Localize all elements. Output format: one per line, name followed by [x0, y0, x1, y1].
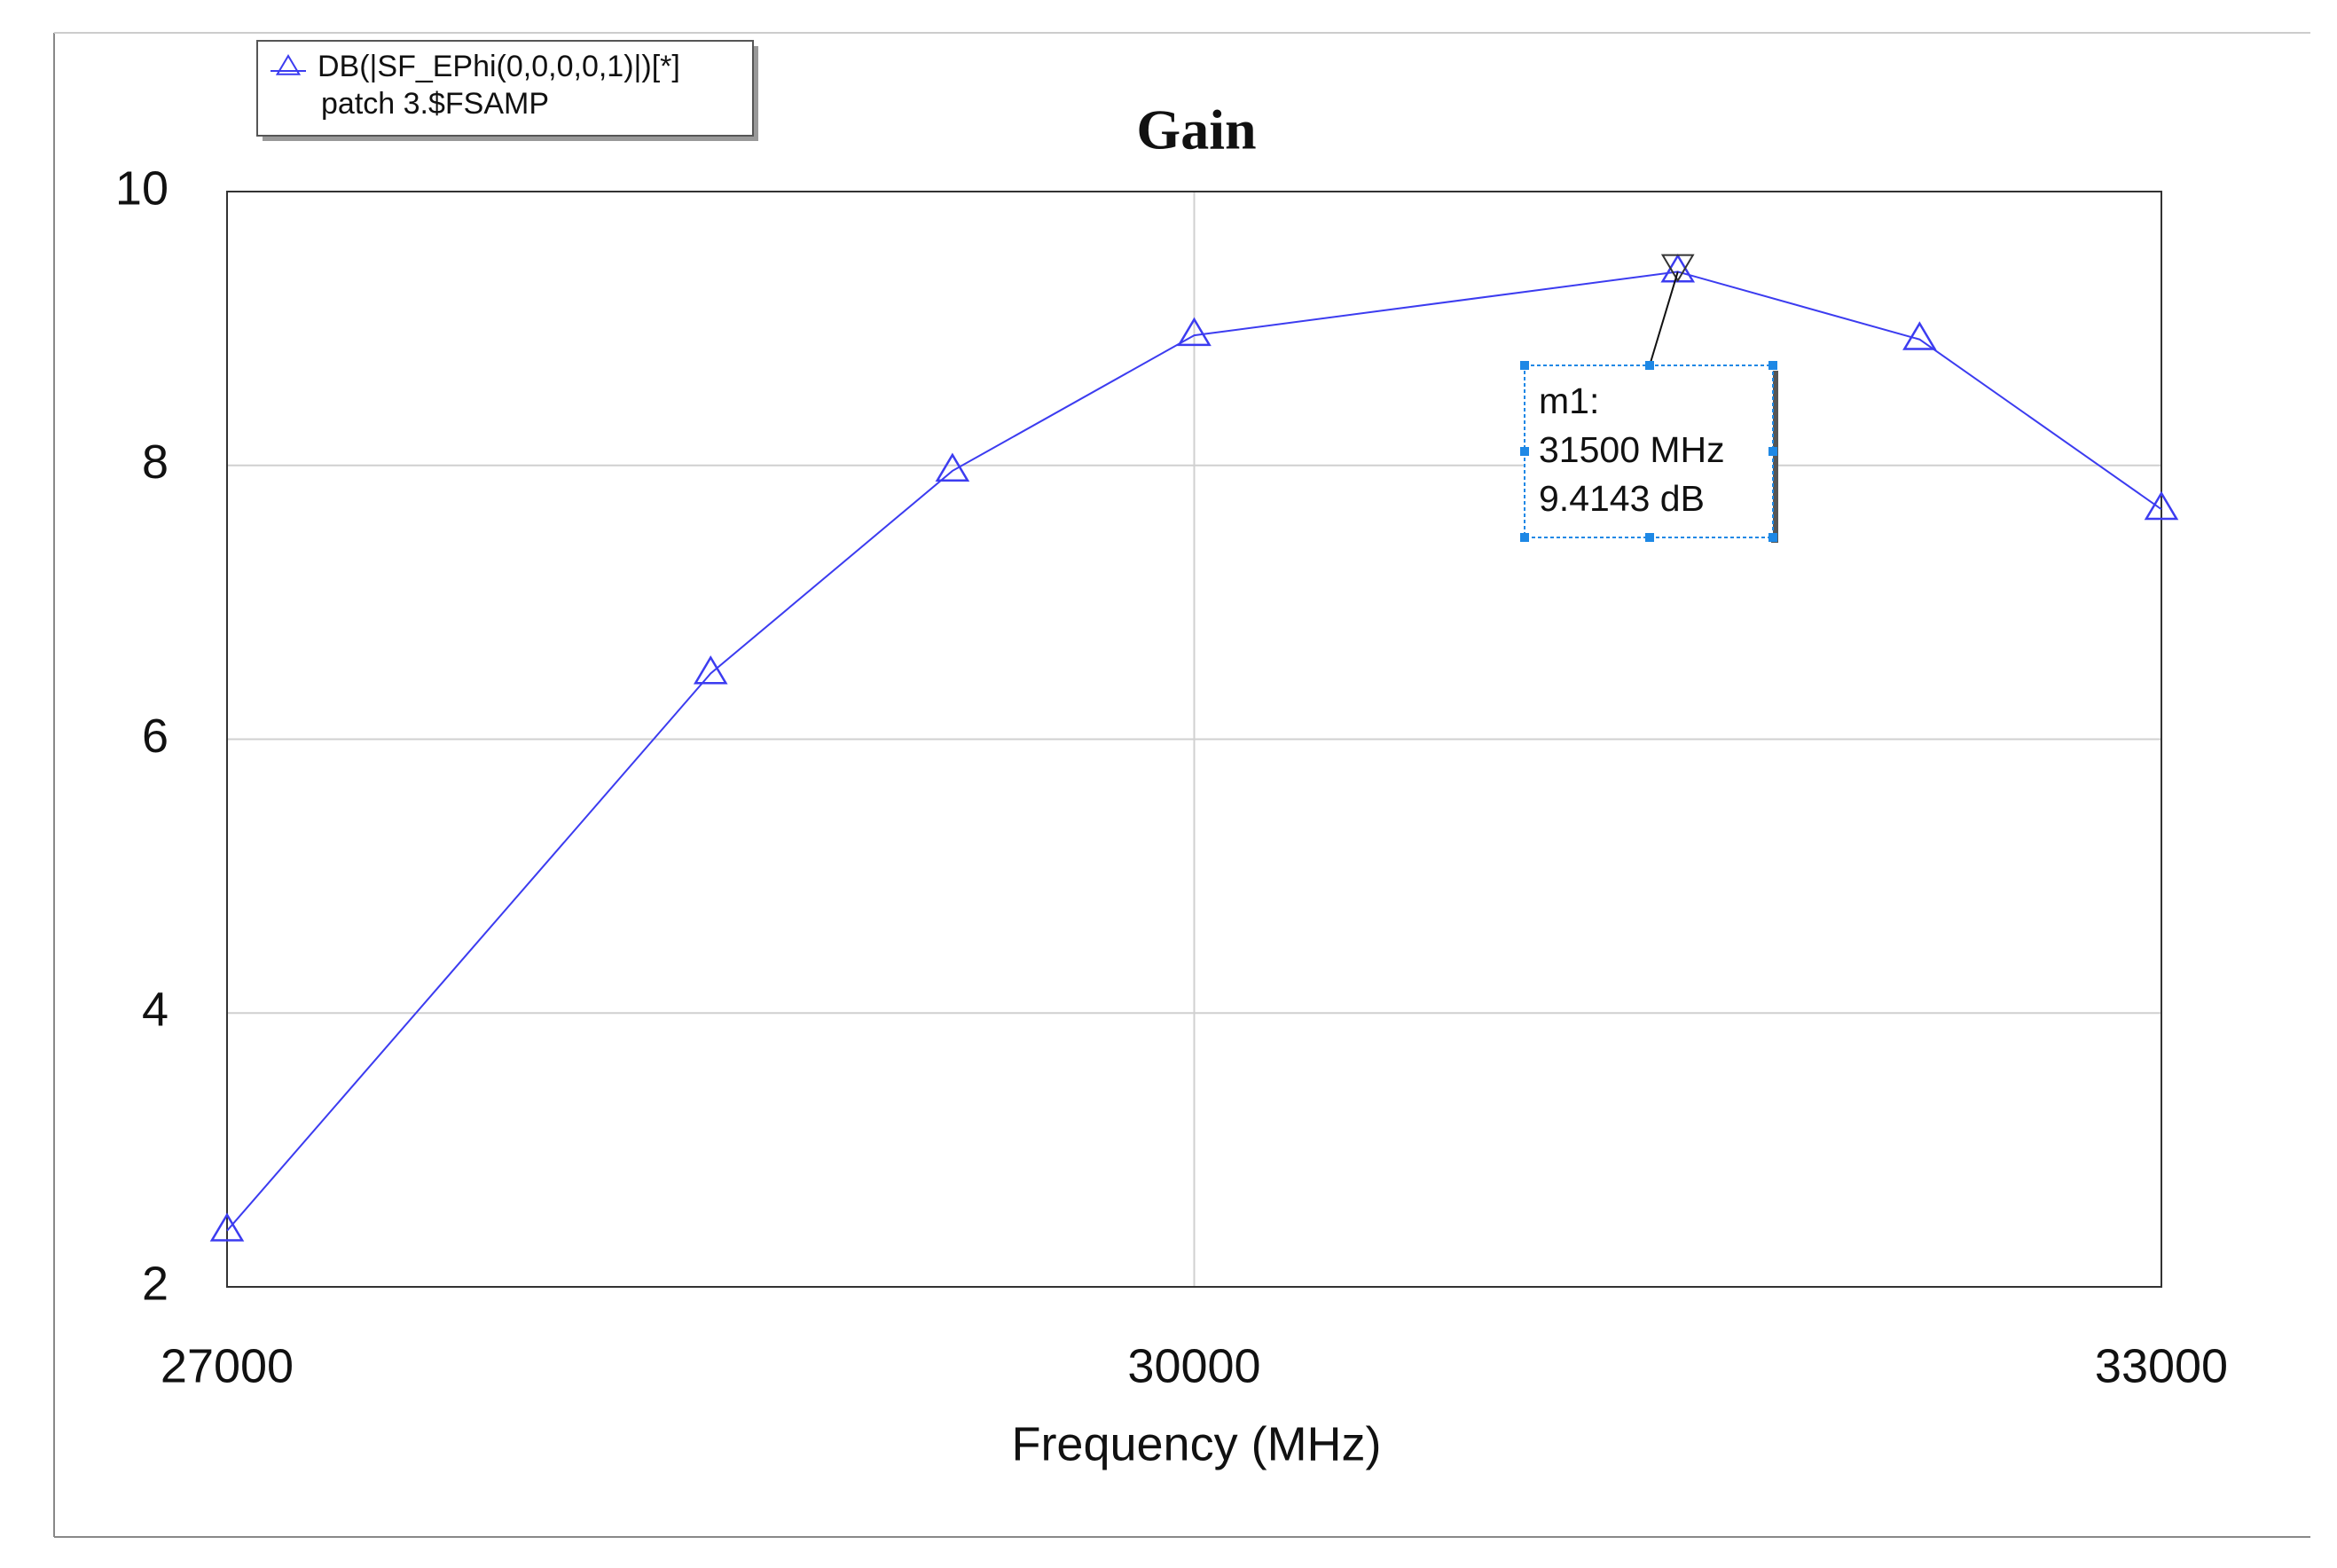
point-marker — [1660, 253, 1696, 283]
x-tick-label: 27000 — [161, 1339, 294, 1392]
legend-symbol — [275, 54, 302, 75]
marker-handle — [1520, 447, 1529, 456]
marker-handle — [1520, 361, 1529, 370]
marker-handle — [1768, 447, 1777, 456]
legend — [256, 40, 754, 137]
y-tick-label: 2 — [142, 1257, 169, 1310]
y-tick-label: 6 — [142, 710, 169, 763]
marker-shadow — [1771, 371, 1778, 543]
legend-setup: patch 3.$FSAMP — [321, 87, 549, 121]
marker-line: 9.4143 dB — [1539, 478, 1705, 519]
marker-handle — [1645, 533, 1654, 542]
y-tick-label: 8 — [142, 435, 169, 489]
chart-title: Gain — [1136, 98, 1256, 161]
point-marker — [935, 452, 970, 482]
y-tick-label: 10 — [115, 161, 169, 215]
marker-leader — [1649, 271, 1679, 366]
point-marker — [2144, 490, 2179, 521]
point-marker — [693, 655, 728, 685]
series-line — [226, 270, 2162, 1232]
marker-handle — [1768, 533, 1777, 542]
marker-handle — [1768, 361, 1777, 370]
legend-label: DB(|SF_EPhi(0,0,0,0,1)|)[*] — [318, 50, 680, 83]
marker-line: 31500 MHz — [1539, 429, 1725, 470]
x-tick-label: 30000 — [1127, 1339, 1260, 1392]
point-marker — [1177, 317, 1212, 347]
x-tick-label: 33000 — [2095, 1339, 2228, 1392]
x-axis-title: Frequency (MHz) — [1011, 1417, 1381, 1470]
marker-handle — [1520, 533, 1529, 542]
point-marker — [209, 1212, 245, 1242]
point-marker — [1902, 321, 1937, 350]
marker-name: m1: — [1539, 380, 1599, 421]
marker-handle — [1645, 361, 1654, 370]
marker-point — [1660, 254, 1695, 283]
plot-frame — [226, 191, 2162, 1288]
y-tick-label: 4 — [142, 984, 169, 1037]
